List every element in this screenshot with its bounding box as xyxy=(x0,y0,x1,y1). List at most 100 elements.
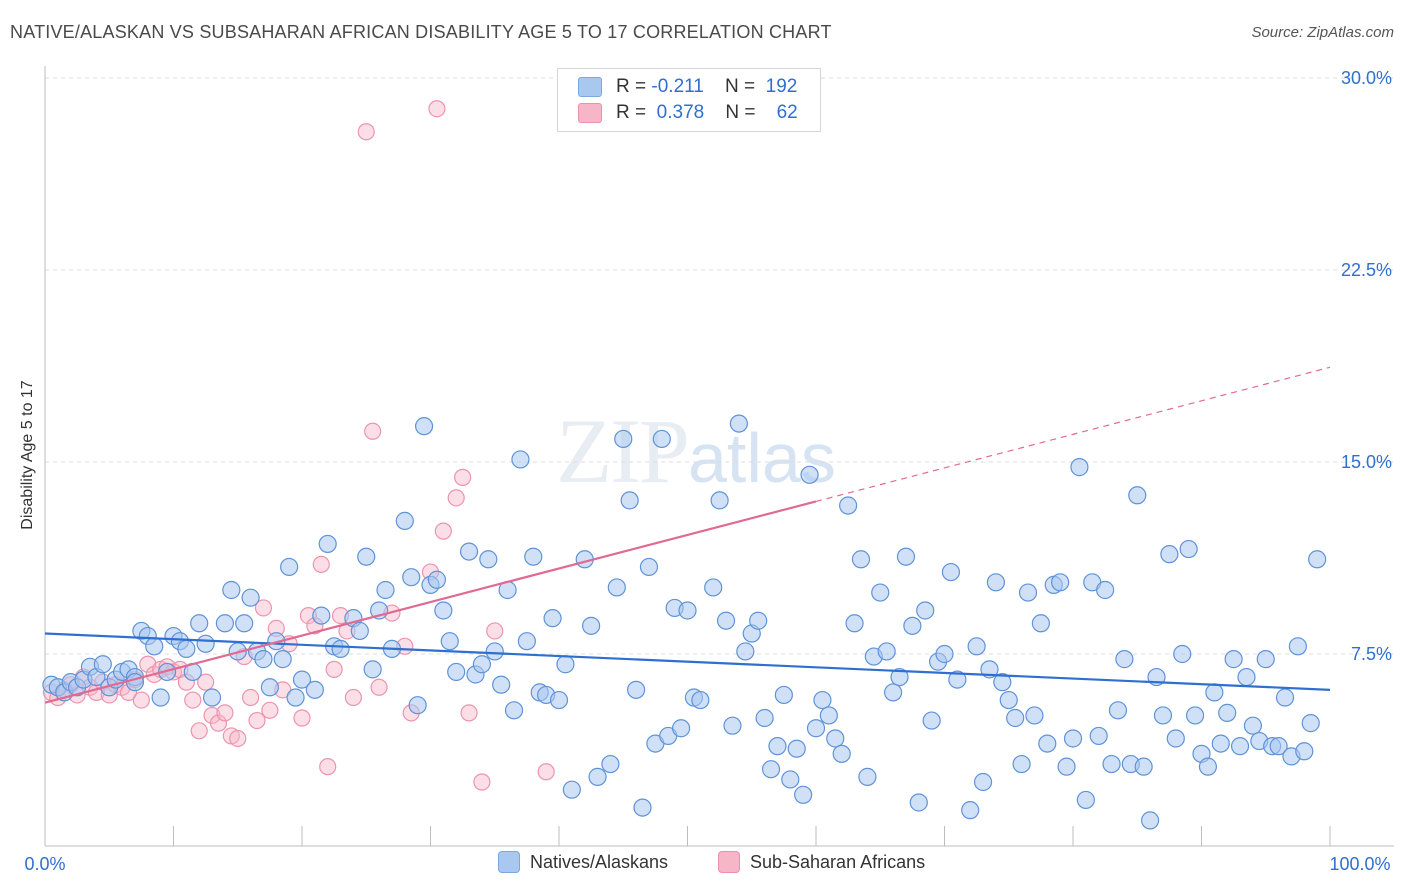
series-legend-natives[interactable]: Natives/Alaskans xyxy=(498,851,668,873)
native-point xyxy=(1057,757,1076,776)
african-point xyxy=(242,688,260,707)
native-point xyxy=(517,632,536,651)
native-point xyxy=(318,534,337,554)
native-point xyxy=(511,450,530,469)
native-point xyxy=(890,667,909,687)
native-point xyxy=(485,642,504,661)
african-point xyxy=(357,123,375,141)
african-point xyxy=(454,468,472,486)
native-point xyxy=(839,496,858,515)
native-point xyxy=(402,568,421,587)
native-point xyxy=(832,744,851,763)
native-point xyxy=(1018,583,1038,602)
native-point xyxy=(1025,706,1044,725)
native-point xyxy=(620,491,639,510)
native-point xyxy=(813,690,832,710)
native-point xyxy=(1140,811,1160,830)
native-point xyxy=(755,708,774,728)
native-point xyxy=(472,655,491,674)
native-point xyxy=(704,578,723,597)
legend-row-africans: R = 0.378 N = 62 xyxy=(578,101,798,125)
native-point xyxy=(305,680,324,699)
native-point xyxy=(241,588,260,607)
native-point xyxy=(1012,754,1031,774)
african-point xyxy=(486,622,504,640)
native-point xyxy=(427,570,447,589)
native-point xyxy=(1218,703,1237,722)
native-point xyxy=(1153,706,1173,725)
native-point xyxy=(504,701,524,720)
series-label-africans: Sub-Saharan Africans xyxy=(750,851,926,872)
native-point xyxy=(292,670,312,689)
native-point xyxy=(447,662,466,682)
native-point xyxy=(254,650,273,669)
native-point xyxy=(1096,580,1115,600)
native-point xyxy=(414,417,434,436)
native-point xyxy=(260,678,279,697)
native-point xyxy=(761,760,781,779)
x-tick-label: 100.0% xyxy=(1329,854,1390,874)
native-point xyxy=(350,621,369,641)
african-point xyxy=(537,763,555,781)
native-point xyxy=(1308,550,1327,569)
native-point xyxy=(710,491,729,510)
native-point xyxy=(935,644,954,664)
legend-r-label: R = xyxy=(616,102,647,123)
native-point xyxy=(903,616,922,635)
native-point xyxy=(941,562,961,582)
native-point xyxy=(492,675,511,694)
y-tick-label: 30.0% xyxy=(1341,68,1392,88)
stats-legend: R = -0.211 N = 192 R = 0.378 N = 62 xyxy=(557,68,821,132)
native-point xyxy=(408,696,427,715)
native-point xyxy=(1179,539,1198,559)
african-point xyxy=(428,100,446,118)
native-point xyxy=(1089,726,1108,746)
native-point xyxy=(543,609,562,628)
african-point xyxy=(190,722,208,740)
chart-source: Source: ZipAtlas.com xyxy=(1251,24,1394,41)
legend-n-label: N = xyxy=(725,102,756,123)
native-point xyxy=(639,557,659,577)
native-point xyxy=(858,767,877,786)
native-point xyxy=(781,770,800,789)
legend-r-label: R = xyxy=(616,76,647,97)
native-point xyxy=(614,429,633,449)
native-point xyxy=(363,660,382,679)
legend-n-value: 62 xyxy=(776,102,798,123)
african-point xyxy=(447,489,465,507)
african-point xyxy=(364,422,382,440)
african-point xyxy=(261,701,279,719)
native-point xyxy=(1275,688,1295,707)
y-tick-label: 15.0% xyxy=(1341,452,1392,472)
watermark: ZIPatlas xyxy=(556,398,836,504)
native-point xyxy=(1198,757,1218,776)
legend-swatch-africans xyxy=(578,103,602,123)
series-swatch-africans xyxy=(718,851,740,873)
african-point xyxy=(254,599,273,617)
native-point xyxy=(871,583,890,602)
series-legend-africans[interactable]: Sub-Saharan Africans xyxy=(718,851,925,873)
native-point xyxy=(395,511,414,530)
native-point xyxy=(794,785,813,804)
native-point xyxy=(916,601,935,620)
african-point xyxy=(209,714,228,732)
native-point xyxy=(973,772,993,792)
african-point xyxy=(473,773,491,791)
native-point xyxy=(678,601,697,620)
native-point xyxy=(1173,644,1192,664)
legend-r-value: 0.378 xyxy=(656,102,705,123)
native-point xyxy=(1243,716,1263,735)
african-point xyxy=(248,711,266,730)
chart-title: NATIVE/ALASKAN VS SUBSAHARAN AFRICAN DIS… xyxy=(10,22,832,42)
african-point xyxy=(197,673,215,691)
native-point xyxy=(125,673,145,692)
native-point xyxy=(819,706,838,725)
native-point xyxy=(729,414,749,433)
native-point xyxy=(1301,714,1320,733)
native-point xyxy=(607,578,626,597)
y-tick-label: 22.5% xyxy=(1341,260,1392,280)
native-point xyxy=(1230,737,1250,756)
native-point xyxy=(1128,486,1147,505)
native-point xyxy=(1211,734,1230,753)
